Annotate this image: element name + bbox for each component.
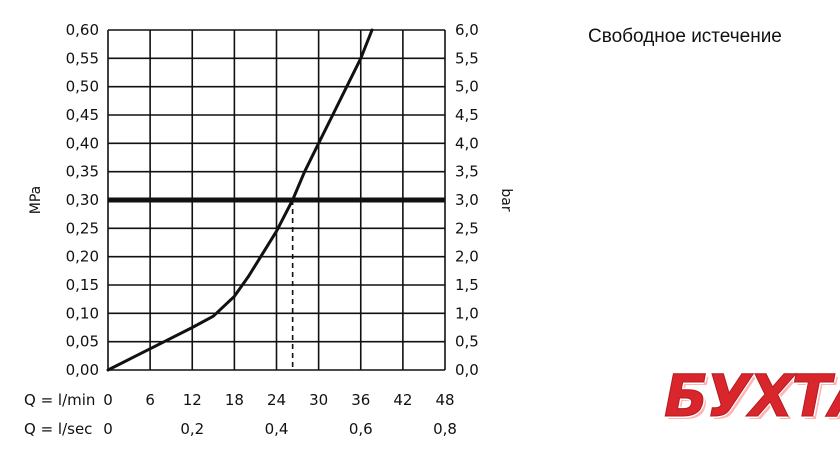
x-axis-unit-label: Q = l/min xyxy=(24,391,95,409)
x-tick-label: 48 xyxy=(435,391,454,409)
x-tick-label: 36 xyxy=(351,391,370,409)
reference-line-group xyxy=(108,197,445,370)
y-tick-label-right: 0,5 xyxy=(455,333,479,351)
x2-tick-label: 0,2 xyxy=(180,420,204,438)
x-tick-label: 30 xyxy=(309,391,328,409)
y-tick-label-right: 4,5 xyxy=(455,106,479,124)
x2-tick-label: 0 xyxy=(103,420,113,438)
y-tick-label-left: 0,05 xyxy=(66,333,99,351)
y-tick-label-left: 0,20 xyxy=(66,248,99,266)
x2-tick-label: 0,6 xyxy=(349,420,373,438)
flow-curve-group xyxy=(106,28,374,372)
y-tick-label-right: 3,0 xyxy=(455,191,479,209)
x-tick-label: 0 xyxy=(103,391,113,409)
y-tick-label-right: 1,5 xyxy=(455,276,479,294)
x-tick-label: 6 xyxy=(145,391,155,409)
y-tick-label-left: 0,60 xyxy=(66,21,99,39)
x-tick-label: 12 xyxy=(183,391,202,409)
y-tick-label-left: 0,30 xyxy=(66,191,99,209)
y-tick-label-left: 0,55 xyxy=(66,49,99,67)
y-tick-label-left: 0,35 xyxy=(66,163,99,181)
x-tick-label: 18 xyxy=(225,391,244,409)
y-tick-label-right: 4,0 xyxy=(455,134,479,152)
y-tick-label-right: 5,5 xyxy=(455,49,479,67)
y-tick-label-left: 0,10 xyxy=(66,304,99,322)
y-tick-label-left: 0,45 xyxy=(66,106,99,124)
x-tick-label: 24 xyxy=(267,391,286,409)
logo: БУХТА xyxy=(663,362,840,431)
x2-axis-unit-label: Q = l/sec xyxy=(24,420,92,438)
y-tick-label-right: 6,0 xyxy=(455,21,479,39)
chart-title: Свободное истечение xyxy=(588,26,782,47)
x-tick-label: 42 xyxy=(393,391,412,409)
x2-tick-label: 0,8 xyxy=(433,420,457,438)
y-tick-label-right: 1,0 xyxy=(455,304,479,322)
y-tick-label-right: 5,0 xyxy=(455,78,479,96)
flow-curve-line xyxy=(106,28,374,372)
y-tick-label-right: 2,0 xyxy=(455,248,479,266)
y-tick-label-left: 0,25 xyxy=(66,219,99,237)
y-tick-label-left: 0,40 xyxy=(66,134,99,152)
y-axis-label-right: bar xyxy=(498,188,514,211)
y-tick-label-right: 3,5 xyxy=(455,163,479,181)
y-tick-label-right: 2,5 xyxy=(455,219,479,237)
y-tick-label-right: 0,0 xyxy=(455,361,479,379)
tick-labels: 0,00 0,00,05 0,50,10 1,00,15 1,50,20 2,00,25 2… xyxy=(66,21,479,438)
y-tick-label-left: 0,50 xyxy=(66,78,99,96)
x2-tick-label: 0,4 xyxy=(265,420,289,438)
y-tick-label-left: 0,15 xyxy=(66,276,99,294)
y-tick-label-left: 0,00 xyxy=(66,361,99,379)
y-axis-label-left: MPa xyxy=(28,186,44,214)
